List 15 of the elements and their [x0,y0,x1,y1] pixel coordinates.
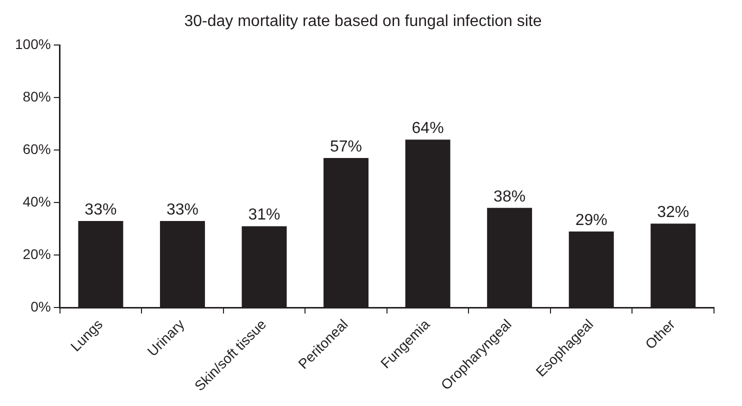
y-tick-label: 100% [14,36,51,52]
data-label: 33% [84,201,117,218]
data-label: 31% [248,206,280,224]
y-tick-label: 80% [22,88,51,105]
data-label: 57% [330,138,362,156]
data-label: 64% [412,120,444,138]
chart-title: 30-day mortality rate based on fungal infection site [184,13,542,30]
data-label: 33% [166,201,198,218]
y-tick-label: 20% [22,246,51,262]
data-label: 29% [575,212,608,229]
y-tick-label: 0% [30,298,51,314]
data-label: 32% [657,204,690,221]
y-tick-label: 60% [22,141,51,157]
y-tick-label: 40% [22,193,51,210]
data-label: 38% [494,188,526,206]
